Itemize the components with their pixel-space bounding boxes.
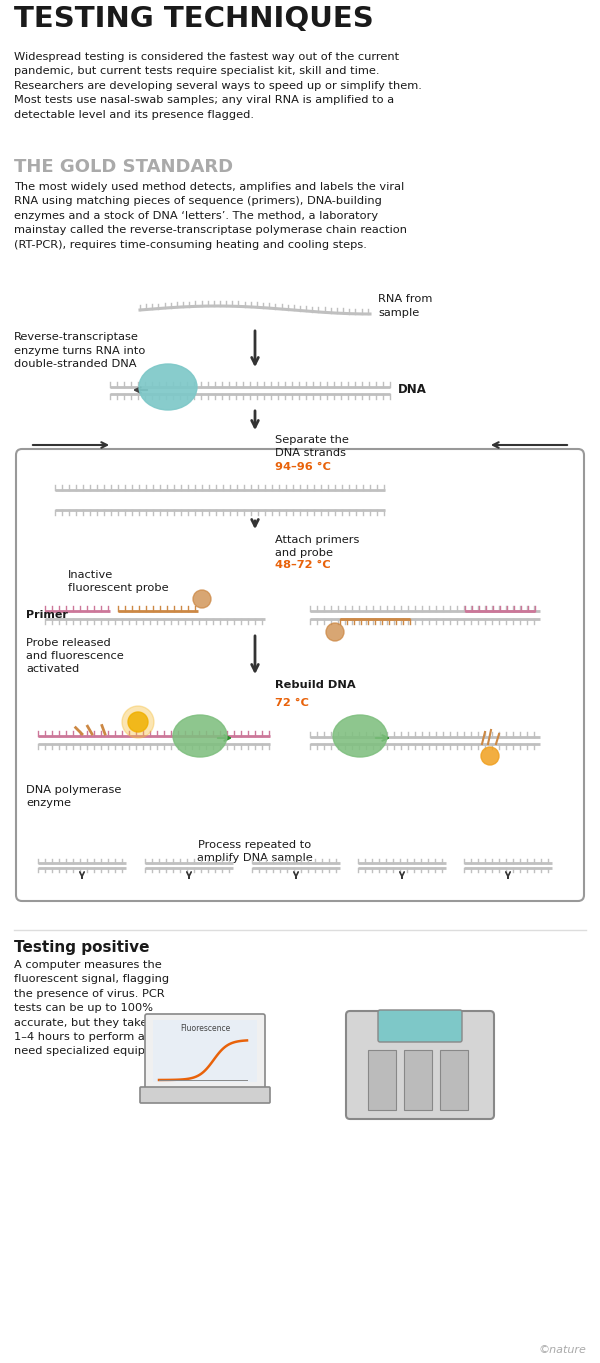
Bar [440,1050,468,1109]
Text: A computer measures the
fluorescent signal, flagging
the presence of virus. PCR
: A computer measures the fluorescent sign… [14,960,178,1056]
Text: 72 °C: 72 °C [275,698,309,707]
Circle shape [326,623,344,641]
Text: Separate the
DNA strands: Separate the DNA strands [275,435,349,458]
Circle shape [128,711,148,732]
FancyBboxPatch shape [346,1011,494,1119]
Text: Rebuild DNA: Rebuild DNA [275,680,356,690]
Text: ©nature: ©nature [538,1345,586,1355]
Bar [404,1050,432,1109]
Text: TESTING TECHNIQUES: TESTING TECHNIQUES [14,5,374,33]
FancyBboxPatch shape [145,1014,265,1090]
Text: Testing positive: Testing positive [14,940,149,955]
Text: Inactive
fluorescent probe: Inactive fluorescent probe [68,570,169,593]
Text: 48–72 °C: 48–72 °C [275,560,331,570]
Bar [153,1020,257,1082]
Ellipse shape [173,716,227,756]
FancyBboxPatch shape [140,1088,270,1103]
FancyBboxPatch shape [378,1010,462,1041]
Circle shape [193,590,211,608]
Circle shape [122,706,154,737]
Text: DNA polymerase
enzyme: DNA polymerase enzyme [26,785,121,808]
Text: The most widely used method detects, amplifies and labels the viral
RNA using ma: The most widely used method detects, amp… [14,183,407,249]
Text: RNA from
sample: RNA from sample [378,294,433,318]
Text: Fluorescence: Fluorescence [180,1024,230,1033]
Text: Reverse-transcriptase
enzyme turns RNA into
double-stranded DNA: Reverse-transcriptase enzyme turns RNA i… [14,333,145,369]
Text: Attach primers
and probe: Attach primers and probe [275,536,359,559]
Text: Widespread testing is considered the fastest way out of the current
pandemic, bu: Widespread testing is considered the fas… [14,52,422,120]
Text: Primer: Primer [26,611,68,620]
Text: Process repeated to
amplify DNA sample: Process repeated to amplify DNA sample [197,840,313,863]
Text: THE GOLD STANDARD: THE GOLD STANDARD [14,158,233,176]
Text: Probe released
and fluorescence
activated: Probe released and fluorescence activate… [26,638,124,675]
Text: 94–96 °C: 94–96 °C [275,462,331,472]
Circle shape [481,747,499,765]
Bar [368,1050,396,1109]
Ellipse shape [139,364,197,410]
Ellipse shape [333,716,387,756]
Text: DNA: DNA [398,383,427,395]
